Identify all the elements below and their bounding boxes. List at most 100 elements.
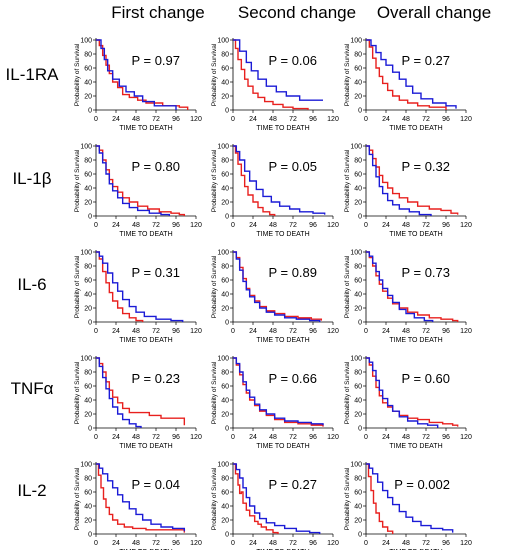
- plot-il-2-first-change-xtick-label: 24: [112, 540, 120, 547]
- plot-il-1beta-overall-change-ytick-label: 0: [358, 214, 362, 221]
- plot-tnfalpha-overall-change-xtick-label: 96: [442, 434, 450, 441]
- plot-il-1beta-first-change-ytick-label: 0: [88, 214, 92, 221]
- plot-il-6-overall-change-xtick-label: 24: [382, 328, 390, 335]
- plot-il-2-first-change-p-value: P = 0.04: [131, 477, 180, 492]
- plot-tnfalpha-first-change-ylabel: Probability of Survival: [74, 361, 81, 424]
- plot-il-1ra-first-change-ytick-label: 100: [80, 38, 92, 45]
- plot-il-6-first-change-ytick-label: 40: [84, 292, 92, 299]
- plot-tnfalpha-first-change-ytick-label: 40: [84, 398, 92, 405]
- plot-il-6-second-change-red-survival-curve: [233, 251, 323, 321]
- plot-il-1ra-second-change-xtick-label: 0: [231, 116, 235, 123]
- plot-il-1beta-overall-change-ytick-label: 60: [354, 172, 362, 179]
- plot-il-1ra-first-change-xtick-label: 96: [172, 116, 180, 123]
- plot-il-1ra-overall-change-xlabel: TIME TO DEATH: [389, 125, 442, 132]
- plot-il-1ra-first-change-xtick-label: 72: [152, 116, 160, 123]
- plot-il-6-first-change-xtick-label: 120: [190, 328, 202, 335]
- plot-il-2-second-change-ytick-label: 40: [221, 504, 229, 511]
- plot-il-1beta-overall-change-ytick-label: 100: [350, 144, 362, 151]
- plot-tnfalpha-overall-change-ytick-label: 0: [358, 426, 362, 433]
- plot-il-2-second-change-ytick-label: 80: [221, 476, 229, 483]
- plot-il-1beta-first-change-xtick-label: 48: [132, 222, 140, 229]
- plot-tnfalpha-second-change-xtick-label: 72: [289, 434, 297, 441]
- plot-il-6-overall-change-blue-survival-curve: [366, 251, 434, 322]
- plot-il-1ra-second-change-xtick-label: 72: [289, 116, 297, 123]
- plot-il-1ra-first-change-xtick-label: 24: [112, 116, 120, 123]
- plot-tnfalpha-first-change-blue-survival-curve: [96, 357, 142, 428]
- plot-il-1beta-overall-change-ytick-label: 20: [354, 200, 362, 207]
- plot-il-6-first-change-xtick-label: 0: [94, 328, 98, 335]
- plot-il-2-first-change-ylabel: Probability of Survival: [74, 467, 81, 530]
- plot-il-1ra-second-change-red-survival-curve: [233, 39, 309, 110]
- plot-il-2-overall-change-ytick-label: 0: [358, 532, 362, 539]
- row-label-il-1beta: IL-1β: [12, 169, 51, 188]
- plot-il-1beta-first-change-xtick-label: 0: [94, 222, 98, 229]
- plot-il-2-first-change-ytick-label: 100: [80, 462, 92, 469]
- plot-il-2-overall-change-xtick-label: 48: [402, 540, 410, 547]
- plot-tnfalpha-second-change-ylabel: Probability of Survival: [211, 361, 218, 424]
- plot-il-2-first-change-xtick-label: 120: [190, 540, 202, 547]
- row-label-il-2: IL-2: [17, 481, 46, 500]
- plot-il-6-first-change-ytick-label: 80: [84, 264, 92, 271]
- plot-il-6-second-change-blue-survival-curve: [233, 251, 321, 322]
- plot-il-6-second-change-xtick-label: 24: [249, 328, 257, 335]
- plot-il-1ra-second-change-blue-survival-curve: [233, 39, 323, 101]
- plot-il-1ra-overall-change-xtick-label: 72: [422, 116, 430, 123]
- plot-il-1ra-second-change-ytick-label: 100: [217, 38, 229, 45]
- plot-il-2-second-change-ytick-label: 100: [217, 462, 229, 469]
- plot-tnfalpha-first-change-ytick-label: 60: [84, 384, 92, 391]
- plot-tnfalpha-overall-change-p-value: P = 0.60: [401, 371, 450, 386]
- plot-tnfalpha-first-change-xtick-label: 72: [152, 434, 160, 441]
- plot-tnfalpha-overall-change-xtick-label: 48: [402, 434, 410, 441]
- plot-il-6-first-change-xtick-label: 96: [172, 328, 180, 335]
- plot-il-1ra-overall-change-p-value: P = 0.27: [401, 53, 450, 68]
- plot-il-2-second-change-xtick-label: 0: [231, 540, 235, 547]
- plot-il-1ra-second-change-ytick-label: 20: [221, 94, 229, 101]
- plot-tnfalpha-overall-change-xtick-label: 72: [422, 434, 430, 441]
- plot-il-2-overall-change-ytick-label: 40: [354, 504, 362, 511]
- plot-il-1ra-overall-change-ylabel: Probability of Survival: [344, 43, 351, 106]
- plot-tnfalpha-second-change-xtick-label: 120: [327, 434, 339, 441]
- plot-tnfalpha-second-change-xtick-label: 96: [309, 434, 317, 441]
- plot-tnfalpha-overall-change-xtick-label: 24: [382, 434, 390, 441]
- plot-tnfalpha-second-change-ytick-label: 20: [221, 412, 229, 419]
- plot-il-6-first-change-xtick-label: 48: [132, 328, 140, 335]
- plot-il-2-overall-change-red-survival-curve: [366, 463, 394, 534]
- plot-il-2-first-change-xtick-label: 0: [94, 540, 98, 547]
- plot-tnfalpha-first-change-xtick-label: 0: [94, 434, 98, 441]
- plot-tnfalpha-second-change-p-value: P = 0.66: [268, 371, 317, 386]
- plot-tnfalpha-second-change-xtick-label: 48: [269, 434, 277, 441]
- plot-il-6-second-change-ytick-label: 100: [217, 250, 229, 257]
- plot-tnfalpha-overall-change-ytick-label: 20: [354, 412, 362, 419]
- plot-il-1ra-first-change-ytick-label: 0: [88, 108, 92, 115]
- plot-il-2-overall-change-xtick-label: 96: [442, 540, 450, 547]
- plot-il-2-overall-change-ylabel: Probability of Survival: [344, 467, 351, 530]
- plot-tnfalpha-second-change-ytick-label: 100: [217, 356, 229, 363]
- plot-il-6-overall-change-ytick-label: 0: [358, 320, 362, 327]
- plot-il-1ra-overall-change-ytick-label: 60: [354, 66, 362, 73]
- plot-il-1ra-second-change-p-value: P = 0.06: [268, 53, 317, 68]
- plot-tnfalpha-first-change-ytick-label: 80: [84, 370, 92, 377]
- plot-il-1ra-overall-change-xtick-label: 0: [364, 116, 368, 123]
- plot-il-1ra-first-change-blue-survival-curve: [96, 39, 177, 110]
- plot-il-1ra-second-change-xtick-label: 48: [269, 116, 277, 123]
- plot-il-2-second-change-xtick-label: 96: [309, 540, 317, 547]
- plot-il-1beta-overall-change-xtick-label: 48: [402, 222, 410, 229]
- plot-il-1ra-first-change-p-value: P = 0.97: [131, 53, 180, 68]
- plot-tnfalpha-second-change-ytick-label: 40: [221, 398, 229, 405]
- plot-il-6-overall-change-ytick-label: 80: [354, 264, 362, 271]
- plot-il-6-first-change-blue-survival-curve: [96, 251, 184, 322]
- plot-il-6-overall-change-ytick-label: 20: [354, 306, 362, 313]
- plot-il-1beta-second-change-blue-survival-curve: [233, 145, 326, 215]
- plot-il-1ra-second-change-xlabel: TIME TO DEATH: [256, 125, 309, 132]
- plot-tnfalpha-first-change-xtick-label: 120: [190, 434, 202, 441]
- plot-tnfalpha-first-change-p-value: P = 0.23: [131, 371, 180, 386]
- plot-il-1beta-first-change-xtick-label: 120: [190, 222, 202, 229]
- plot-il-2-overall-change-ytick-label: 60: [354, 490, 362, 497]
- plot-il-1beta-overall-change-ytick-label: 40: [354, 186, 362, 193]
- column-header-first-change: First change: [111, 3, 205, 22]
- plot-il-6-first-change-ytick-label: 100: [80, 250, 92, 257]
- row-label-tnfalpha: TNFα: [11, 379, 54, 398]
- plot-il-2-overall-change-xtick-label: 0: [364, 540, 368, 547]
- plot-tnfalpha-second-change-xtick-label: 0: [231, 434, 235, 441]
- plot-il-6-overall-change-xlabel: TIME TO DEATH: [389, 337, 442, 344]
